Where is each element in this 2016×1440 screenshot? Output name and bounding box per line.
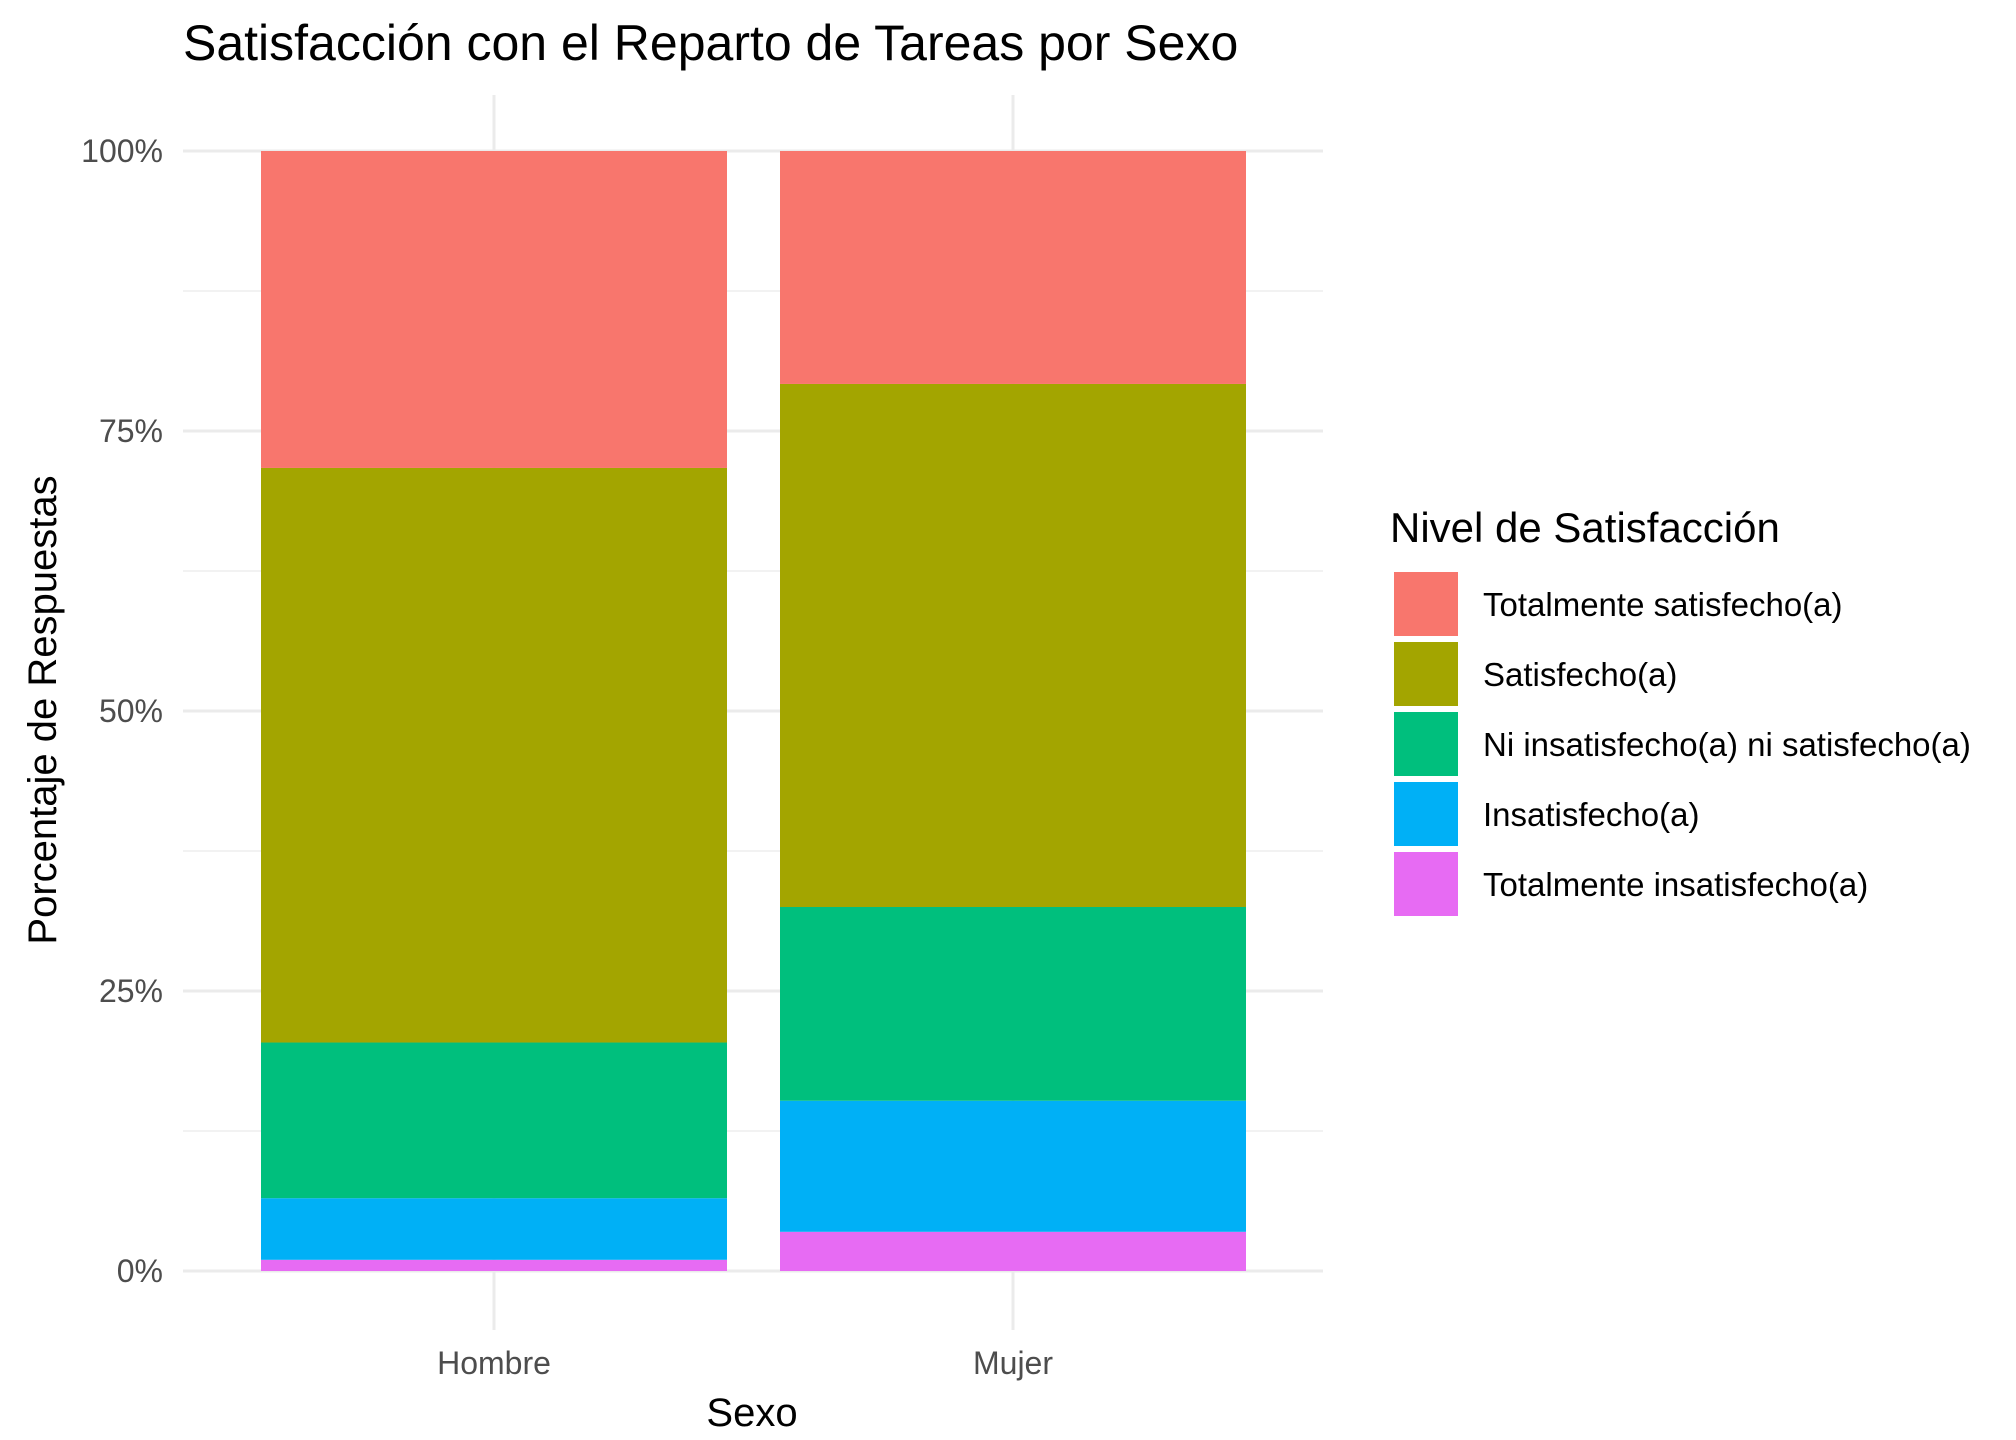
bar-hombre-satisfecho-a xyxy=(261,467,727,1043)
bars-group xyxy=(261,151,1246,1271)
legend: Nivel de Satisfacción Totalmente satisfe… xyxy=(1390,504,1971,916)
bar-mujer-totalmente-satisfecho-a xyxy=(780,151,1246,384)
x-tick-label: Hombre xyxy=(437,1345,551,1381)
chart-title: Satisfacción con el Reparto de Tareas po… xyxy=(183,15,1238,71)
bar-mujer-ni-insatisfecho-a-ni-satisfecho-a xyxy=(780,907,1246,1101)
y-tick-label: 50% xyxy=(99,693,163,729)
legend-label: Totalmente satisfecho(a) xyxy=(1483,586,1843,623)
bar-mujer-satisfecho-a xyxy=(780,383,1246,908)
legend-label: Totalmente insatisfecho(a) xyxy=(1483,866,1868,903)
legend-swatch xyxy=(1394,852,1458,916)
legend-swatch xyxy=(1394,572,1458,636)
legend-swatch xyxy=(1394,642,1458,706)
legend-label: Insatisfecho(a) xyxy=(1483,796,1699,833)
x-axis-title: Sexo xyxy=(706,1391,797,1435)
y-axis-title: Porcentaje de Respuestas xyxy=(21,475,65,944)
y-axis-ticks: 0% 25% 50% 75% 100% xyxy=(81,133,163,1289)
bar-hombre-totalmente-insatisfecho-a xyxy=(261,1259,727,1271)
y-tick-label: 25% xyxy=(99,973,163,1009)
legend-title: Nivel de Satisfacción xyxy=(1390,504,1780,551)
bar-hombre-ni-insatisfecho-a-ni-satisfecho-a xyxy=(261,1042,727,1199)
y-tick-label: 75% xyxy=(99,413,163,449)
legend-label: Ni insatisfecho(a) ni satisfecho(a) xyxy=(1483,726,1971,763)
y-tick-label: 0% xyxy=(117,1253,163,1289)
y-tick-label: 100% xyxy=(81,133,163,169)
x-tick-label: Mujer xyxy=(973,1345,1053,1381)
legend-swatch xyxy=(1394,712,1458,776)
bar-mujer-insatisfecho-a xyxy=(780,1100,1246,1232)
legend-label: Satisfecho(a) xyxy=(1483,656,1677,693)
legend-swatch xyxy=(1394,782,1458,846)
bar-hombre-insatisfecho-a xyxy=(261,1198,727,1260)
bar-mujer-totalmente-insatisfecho-a xyxy=(780,1231,1246,1271)
x-axis-ticks: Hombre Mujer xyxy=(437,1345,1053,1381)
bar-hombre-totalmente-satisfecho-a xyxy=(261,151,727,468)
